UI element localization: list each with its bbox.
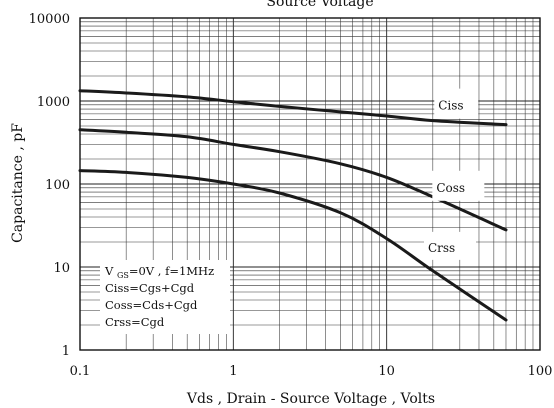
legend-line-conditions: V GS=0V , f=1MHz: [104, 264, 214, 280]
chart-title: Source Voltage: [266, 0, 373, 10]
curves: [78, 89, 508, 322]
legend-conditions-rest: =0V , f=1MHz: [129, 264, 214, 278]
legend-line-ciss: Ciss=Cgs+Cgd: [105, 281, 195, 295]
curve-labels: Ciss Coss Crss: [423, 88, 485, 260]
legend: V GS=0V , f=1MHz Ciss=Cgs+Cgd Coss=Cds+C…: [100, 260, 230, 334]
series-ciss-label: Ciss: [438, 99, 463, 113]
y-tick-label: 1: [62, 344, 70, 359]
series-ciss-label-box: [434, 88, 479, 119]
series-crss-line: [78, 169, 508, 322]
y-tick-label: 10000: [29, 12, 70, 27]
legend-box: [100, 260, 230, 334]
legend-line-crss: Crss=Cgd: [105, 315, 165, 329]
y-axis-title: Capacitance , pF: [10, 123, 26, 243]
y-tick-label: 10: [53, 261, 70, 276]
legend-vgs-subscript: GS: [117, 271, 129, 280]
x-axis-title: Vds , Drain - Source Voltage , Volts: [186, 391, 435, 407]
series-coss-line: [78, 128, 508, 232]
series-ciss-line: [78, 89, 508, 127]
x-tick-label: 0.1: [70, 364, 91, 379]
series-crss-label-box: [423, 231, 476, 260]
series-coss-label: Coss: [436, 181, 465, 195]
x-tick-label: 1: [229, 364, 237, 379]
legend-line-coss: Coss=Cds+Cgd: [105, 298, 198, 312]
y-tick-label: 100: [45, 178, 70, 193]
series-crss-label: Crss: [428, 241, 455, 255]
y-tick-label: 1000: [37, 95, 70, 110]
plot-frame: [79, 17, 541, 351]
series-coss-label-box: [432, 170, 485, 201]
x-tick-label: 100: [528, 364, 553, 379]
x-tick-label: 10: [378, 364, 395, 379]
